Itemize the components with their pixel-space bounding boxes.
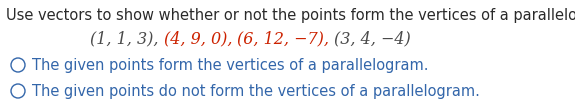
Text: (1, 1, 3),: (1, 1, 3), (90, 30, 164, 47)
Text: (4, 9, 0),: (4, 9, 0), (164, 30, 237, 47)
Text: The given points form the vertices of a parallelogram.: The given points form the vertices of a … (32, 58, 428, 73)
Text: Use vectors to show whether or not the points form the vertices of a parallelogr: Use vectors to show whether or not the p… (6, 8, 575, 23)
Text: (6, 12, −7),: (6, 12, −7), (237, 30, 335, 47)
Text: The given points do not form the vertices of a parallelogram.: The given points do not form the vertice… (32, 84, 480, 99)
Text: (3, 4, −4): (3, 4, −4) (335, 30, 411, 47)
